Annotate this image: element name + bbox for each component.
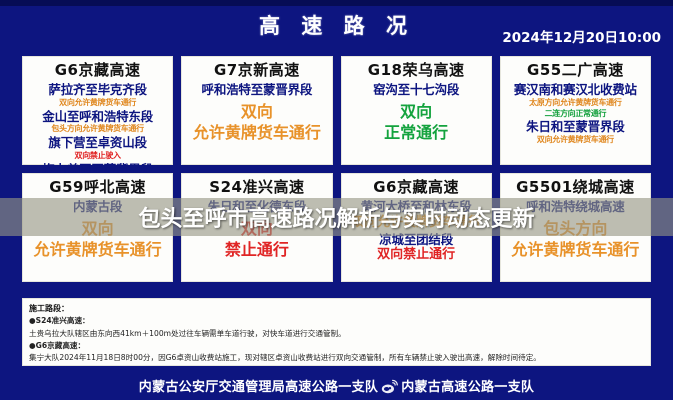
road-segment: 朱日和至蒙晋界段 xyxy=(526,119,625,135)
road-segment: 窑沟至十七沟段 xyxy=(373,82,460,98)
status-text: 双向 xyxy=(400,101,433,121)
footer-handle: 内蒙古高速公路一支队 xyxy=(401,379,535,395)
status-text: 双向允许黄牌货车通行 xyxy=(59,97,137,107)
status-card[interactable]: G7京新高速 呼和浩特至蒙晋界段双向 允许黄牌货车通行 xyxy=(181,56,333,165)
footer-agency: 内蒙古公安厅交通管理局高速公路一支队 xyxy=(138,379,379,395)
road-name: G7京新高速 xyxy=(214,61,300,79)
status-text: 二连方向正常通行 xyxy=(544,108,607,118)
notice-title: 施工路段： xyxy=(29,304,69,313)
status-card[interactable]: G6京藏高速 萨拉齐至毕克齐段 双向允许黄牌货车通行 金山至呼和浩特东段 包头方向允许黄… xyxy=(22,56,174,186)
road-segment: 内蒙古段 xyxy=(73,199,123,215)
notice-line: ●S24准兴高速： xyxy=(29,316,90,326)
status-text: 允许黄牌货车通行 xyxy=(192,122,321,142)
weibo-icon xyxy=(380,377,399,396)
road-segment: 朱日和至化德东段 xyxy=(207,199,307,215)
road-name: G6京藏高速 xyxy=(373,178,459,196)
status-text: 包头方向允许黄牌货车通行 xyxy=(51,124,144,134)
notice-line: 集宁大队2024年11月18日8时00分，因G6卓资山收费站施工，现对辖区卓资山… xyxy=(29,353,541,363)
status-text: 允许黄牌货车通行 xyxy=(33,239,162,259)
road-segment: 赛汉南和赛汉北收费站 xyxy=(513,82,637,98)
status-card[interactable]: S24准兴高速 朱日和至化德东段双向 禁止通行 xyxy=(181,173,333,282)
notice-line: 土贵乌拉大队辖区由东向西41km＋100m处过往车辆需单车道行驶，对快车道进行交… xyxy=(29,328,346,338)
status-text: 禁止通行 xyxy=(224,239,289,259)
card-row-1: G6京藏高速 萨拉齐至毕克齐段 双向允许黄牌货车通行 金山至呼和浩特东段 包头方向允许黄… xyxy=(22,56,651,186)
status-text: 双向 xyxy=(240,101,273,121)
notice-line: ●G6京藏高速： xyxy=(29,340,86,350)
road-segment: 呼和浩特至蒙晋界段 xyxy=(201,82,313,98)
road-name: G6京藏高速 xyxy=(54,61,141,79)
status-text: 包头方向 xyxy=(543,218,608,238)
status-card[interactable]: G5501绕城高速 呼和浩特绕城高速包头方向 允许黄牌货车通行 xyxy=(499,173,651,282)
road-segment: 金山至呼和浩特东段 xyxy=(42,108,153,124)
card-row-2: G59呼北高速 内蒙古段 双向 允许黄牌货车通行 S24准兴高速 朱日和至化德东段 双向 禁止… xyxy=(22,173,651,282)
status-text: 双向允许黄牌货车通行 xyxy=(536,135,614,145)
board-footer: 内蒙古公安厅交通管理局高速公路一支队 内蒙古高速公路一支队 xyxy=(0,370,673,400)
status-text: 双向 xyxy=(240,218,273,238)
status-text: 太原方向允许黄牌货车通行 xyxy=(529,97,622,107)
status-text: 双向禁止驶入 xyxy=(74,150,122,160)
road-segment: 旗下营至卓资山段 xyxy=(48,135,147,151)
road-segment: 呼和浩特绕城高速 xyxy=(526,199,625,215)
status-card[interactable]: G59呼北高速 内蒙古段双向 允许黄牌货车通行 xyxy=(22,173,174,282)
road-name: S24准兴高速 xyxy=(209,178,305,196)
status-text: 双向禁止通行 xyxy=(377,247,456,263)
status-card[interactable]: G18荣乌高速 窑沟至十七沟段双向 正常通行 xyxy=(340,56,492,165)
timestamp: 2024年12月20日10:00 xyxy=(502,30,661,46)
status-card[interactable]: G55二广高速 赛汉南和赛汉北收费站 太原方向允许黄牌货车通行 二连方向正常通行 朱日和… xyxy=(499,56,651,165)
page-title: 高 速 路 况 xyxy=(259,14,414,38)
road-name: G59呼北高速 xyxy=(49,178,146,196)
board-header: 高 速 路 况 xyxy=(0,0,673,50)
road-segment: 梅力盖图至蒙冀界段 xyxy=(42,161,153,177)
status-text: 双向允许黄牌货车通行 xyxy=(351,214,482,230)
road-segment: 凉城至团结段 xyxy=(379,231,454,247)
status-text: 允许黄牌货车通行 xyxy=(511,239,640,259)
road-name: G5501绕城高速 xyxy=(516,178,635,196)
status-text: 双向 xyxy=(81,218,114,238)
status-card[interactable]: G6京藏高速 黄河大桥至和林东段 双向允许黄牌货车通行 凉城至团结段 双向禁止通行 xyxy=(340,173,492,282)
road-name: G55二广高速 xyxy=(527,61,624,79)
road-segment: 黄河大桥至和林东段 xyxy=(360,199,472,215)
status-card-grid: G6京藏高速 萨拉齐至毕克齐段 双向允许黄牌货车通行 金山至呼和浩特东段 包头方向允许黄… xyxy=(22,56,651,290)
road-name: G18荣乌高速 xyxy=(367,61,465,79)
status-text: 正常通行 xyxy=(384,122,449,142)
notice-line-list: ●S24准兴高速： 土贵乌拉大队辖区由东向西41km＋100m处过往车辆需单车道行… xyxy=(29,315,644,364)
construction-notice-panel: 施工路段： ●S24准兴高速： 土贵乌拉大队辖区由东向西41km＋100m处过往车… xyxy=(22,298,651,366)
road-segment: 萨拉齐至毕克齐段 xyxy=(48,82,147,98)
